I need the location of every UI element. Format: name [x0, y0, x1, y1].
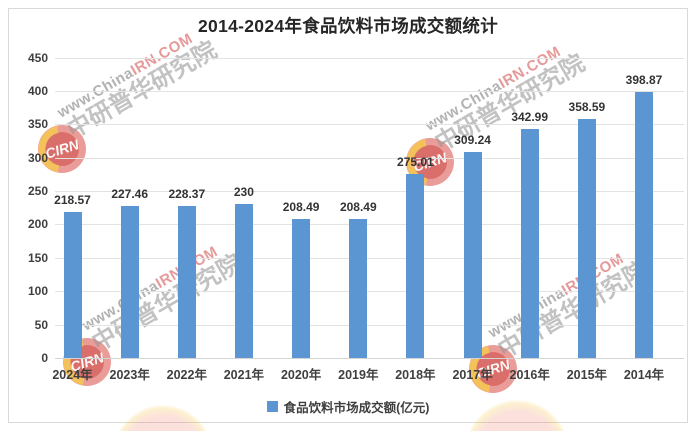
x-axis-tick-label: 2015年: [566, 368, 608, 382]
bar-value-label: 398.87: [625, 72, 663, 87]
y-axis-tick-label: 150: [27, 250, 48, 265]
x-axis-tick-label: 2016年: [509, 368, 550, 382]
bar: [520, 129, 539, 358]
bar: [406, 174, 425, 358]
gridline: [55, 358, 684, 359]
x-axis-tick-label: 2014年: [623, 368, 665, 382]
legend-series-label: 食品饮料市场成交额(亿元): [283, 401, 430, 415]
bar-value-label: 227.46: [111, 187, 149, 202]
y-axis-tick-label: 200: [27, 217, 48, 232]
legend-marker-swatch: [266, 401, 278, 412]
gridline: [55, 324, 684, 326]
y-axis-tick-label: 450: [27, 50, 48, 65]
x-axis-tick-label: 2018年: [395, 368, 436, 382]
bar: [349, 218, 368, 358]
bar: [635, 91, 653, 358]
y-axis-tick-label: 350: [27, 117, 48, 132]
gridline: [55, 90, 684, 92]
bar-value-label: 342.99: [511, 110, 549, 124]
gridline: [55, 124, 684, 126]
bar: [463, 151, 482, 358]
x-axis-tick-label: 2023年: [109, 368, 150, 382]
bar: [63, 212, 82, 358]
y-axis-tick-label: 0: [41, 351, 48, 365]
bar-value-label: 275.01: [397, 155, 434, 170]
y-axis-tick-label: 250: [27, 184, 48, 199]
bar-value-label: 358.59: [568, 99, 606, 114]
gridline: [55, 191, 684, 193]
x-axis-tick-label: 2022年: [166, 368, 207, 382]
x-axis-tick-label: 2024年: [52, 368, 93, 382]
x-axis-tick-label: 2020年: [280, 368, 322, 382]
x-axis-tick-label: 2017年: [452, 368, 493, 382]
bar-value-label: 309.24: [454, 132, 491, 147]
cirn-logo-icon: CIRN: [38, 125, 86, 173]
legend: 食品饮料市场成交额(亿元): [0, 397, 696, 416]
y-axis-tick-label: 400: [27, 83, 48, 98]
bar-value-label: 208.49: [282, 199, 320, 214]
y-axis-tick-label: 300: [27, 150, 48, 165]
gridline: [55, 257, 684, 259]
gridline: [55, 157, 684, 159]
bar-value-label: 218.57: [54, 193, 91, 207]
cirn-logo-icon: CIRN: [406, 138, 454, 186]
bar: [292, 218, 311, 358]
y-axis-tick-label: 50: [34, 317, 48, 332]
bar: [577, 118, 596, 358]
bar: [234, 204, 253, 358]
x-axis-tick-label: 2021年: [223, 368, 265, 382]
gridline: [55, 57, 684, 59]
y-axis-tick-label: 100: [27, 284, 48, 299]
chart-border: [8, 8, 688, 423]
x-axis-tick-label: 2019年: [338, 368, 379, 382]
bar: [120, 206, 139, 358]
bar: [177, 205, 196, 358]
gridline: [55, 224, 684, 226]
bar-value-label: 230: [233, 185, 254, 200]
gridline: [55, 291, 684, 293]
bar-value-label: 208.49: [339, 199, 377, 214]
chart-title: 2014-2024年食品饮料市场成交额统计: [198, 16, 498, 36]
bar-value-label: 228.37: [168, 186, 206, 201]
